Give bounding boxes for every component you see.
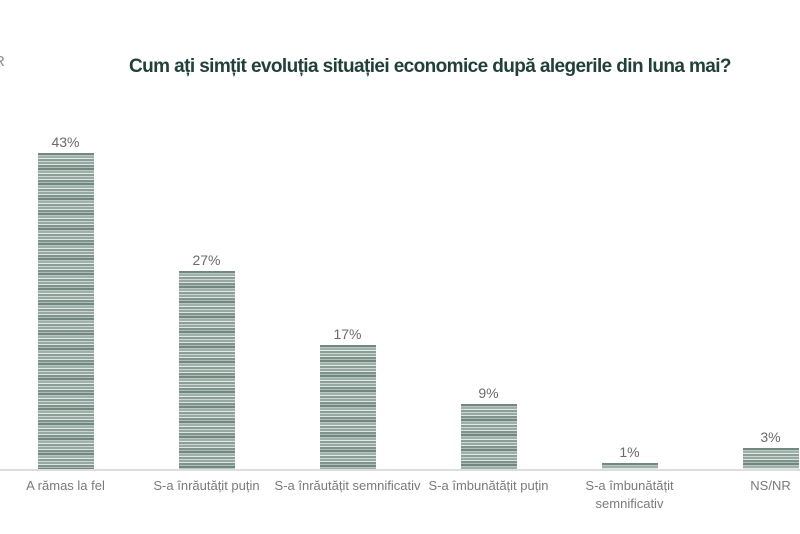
bar bbox=[460, 404, 517, 470]
category-label: S-a înrăutățit puțin bbox=[153, 478, 260, 493]
bar-group-a-ramas-la-fel: 43% A rămas la fel bbox=[0, 134, 136, 493]
x-axis-line bbox=[0, 469, 800, 471]
bar-value-label: 3% bbox=[760, 429, 781, 445]
bar-value-label: 17% bbox=[333, 326, 362, 342]
bar bbox=[319, 345, 376, 470]
bar-group-imbunatatit-putin: 9% S-a îmbunătățit puțin bbox=[418, 385, 559, 493]
category-label: S-a îmbunătățit semnificativ bbox=[585, 478, 674, 511]
chart-title: Cum ați simțit evoluția situației econom… bbox=[129, 56, 732, 77]
bar bbox=[178, 271, 235, 470]
category-label: S-a înrăutățit semnificativ bbox=[274, 478, 421, 493]
category-label: S-a îmbunătățit puțin bbox=[428, 478, 549, 493]
bar bbox=[601, 463, 658, 470]
bar-value-label: 9% bbox=[478, 385, 499, 401]
bar bbox=[742, 448, 799, 470]
bar-group-ns-nr: 3% NS/NR bbox=[700, 429, 800, 493]
bar-value-label: 1% bbox=[619, 444, 640, 460]
bar-value-label: 43% bbox=[51, 134, 80, 150]
bar-group-inrautatit-putin: 27% S-a înrăutățit puțin bbox=[136, 252, 277, 493]
bar-group-imbunatatit-semnificativ: 1% S-a îmbunătățit semnificativ bbox=[559, 444, 700, 511]
logo-fragment-text: R bbox=[0, 53, 5, 70]
category-label: NS/NR bbox=[750, 478, 791, 493]
bar-value-label: 27% bbox=[192, 252, 221, 268]
bar bbox=[37, 153, 94, 470]
category-label: A rămas la fel bbox=[26, 478, 105, 493]
bar-group-inrautatit-semnificativ: 17% S-a înrăutățit semnificativ bbox=[275, 326, 421, 493]
